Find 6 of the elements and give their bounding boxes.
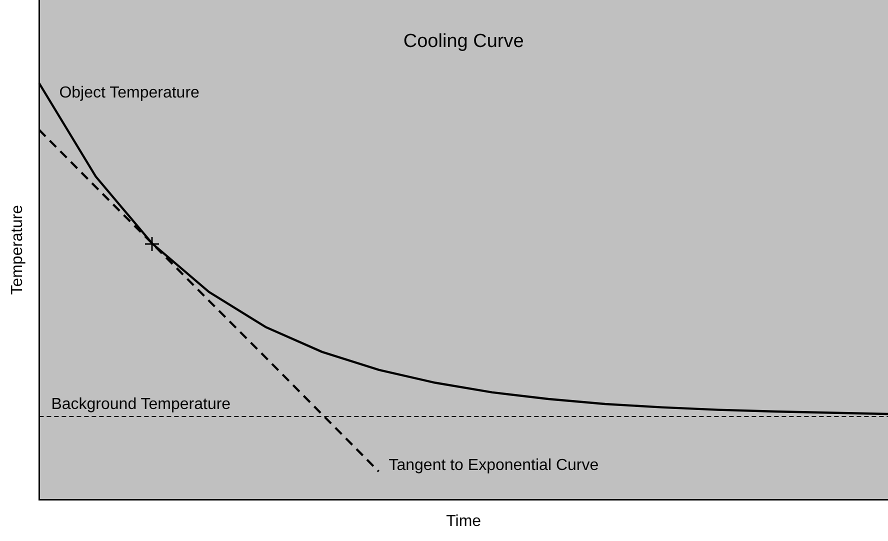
series-label: Object Temperature — [59, 84, 200, 102]
series-label: Tangent to Exponential Curve — [388, 456, 599, 474]
chart-title: Cooling Curve — [403, 31, 524, 52]
x-axis-title: Time — [446, 512, 482, 530]
y-axis-title: Temperature — [9, 204, 26, 295]
ref-line-label: Background Temperature — [51, 396, 231, 413]
